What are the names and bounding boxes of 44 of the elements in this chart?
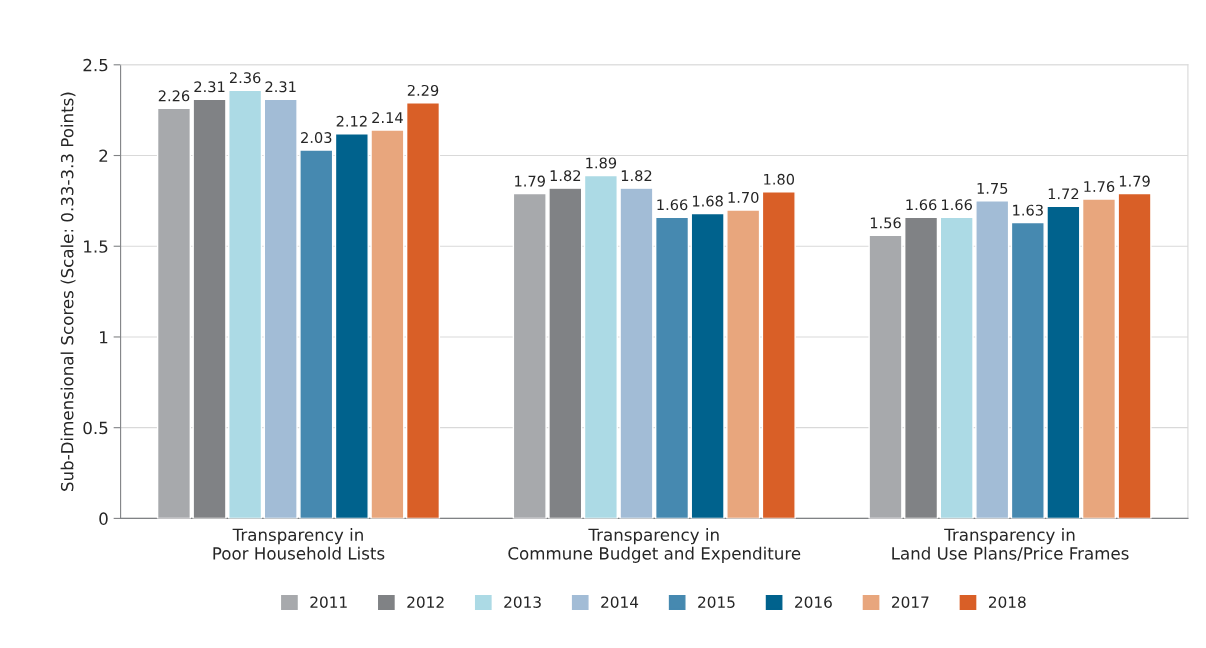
y-tick-label: 1.5 [84,240,108,253]
data-label: 2.36 [229,72,261,84]
data-label: 2.31 [265,81,296,93]
data-label: 1.89 [586,157,617,169]
x-tick-label: Transparency in Land Use Plans/Price Frames [892,528,1129,561]
legend-label: 2016 [795,596,832,608]
data-label: 1.82 [550,170,581,182]
y-tick-label: 0 [99,512,108,525]
data-label: 1.79 [515,175,545,187]
data-label: 2.14 [372,112,403,123]
x-tick-label: Transparency in Commune Budget and Expenditure [508,528,801,563]
data-label: 1.80 [764,173,795,185]
data-label: 1.66 [942,199,972,211]
data-label: 1.63 [1013,204,1043,216]
data-label: 1.66 [657,199,688,211]
legend-label: 2011 [310,596,347,608]
x-tick-label: Transparency in Poor Household Lists [213,528,385,560]
data-label: 1.79 [1119,175,1150,187]
data-label: 1.76 [1084,181,1115,193]
data-label: 1.70 [728,191,759,203]
data-label: 2.26 [158,90,190,102]
data-label: 2.03 [301,132,332,144]
data-label: 1.82 [621,170,652,182]
y-tick-label: 0.5 [83,421,108,435]
data-label: 1.75 [977,183,1008,194]
legend-label: 2013 [504,596,541,608]
legend-label: 2017 [892,596,929,608]
y-tick-label: 2.5 [83,58,108,72]
data-label: 1.68 [692,195,723,207]
data-label: 2.12 [336,115,367,127]
y-tick-label: 1 [100,331,108,344]
data-label: 1.72 [1048,188,1079,200]
legend-label: 2012 [407,596,444,608]
y-axis-title: Sub-Dimensional Scores (Scale: 0.33-3.3 Points) [60,92,76,491]
bar [405,102,441,519]
bar [761,191,796,519]
data-label: 2.29 [407,84,439,96]
legend-label: 2015 [698,596,735,608]
legend-label: 2014 [601,596,639,608]
data-label: 1.56 [870,217,901,229]
data-label: 2.31 [194,81,225,93]
legend-label: 2018 [988,596,1026,608]
y-tick-label: 2 [99,149,108,162]
data-label: 1.66 [906,199,937,211]
